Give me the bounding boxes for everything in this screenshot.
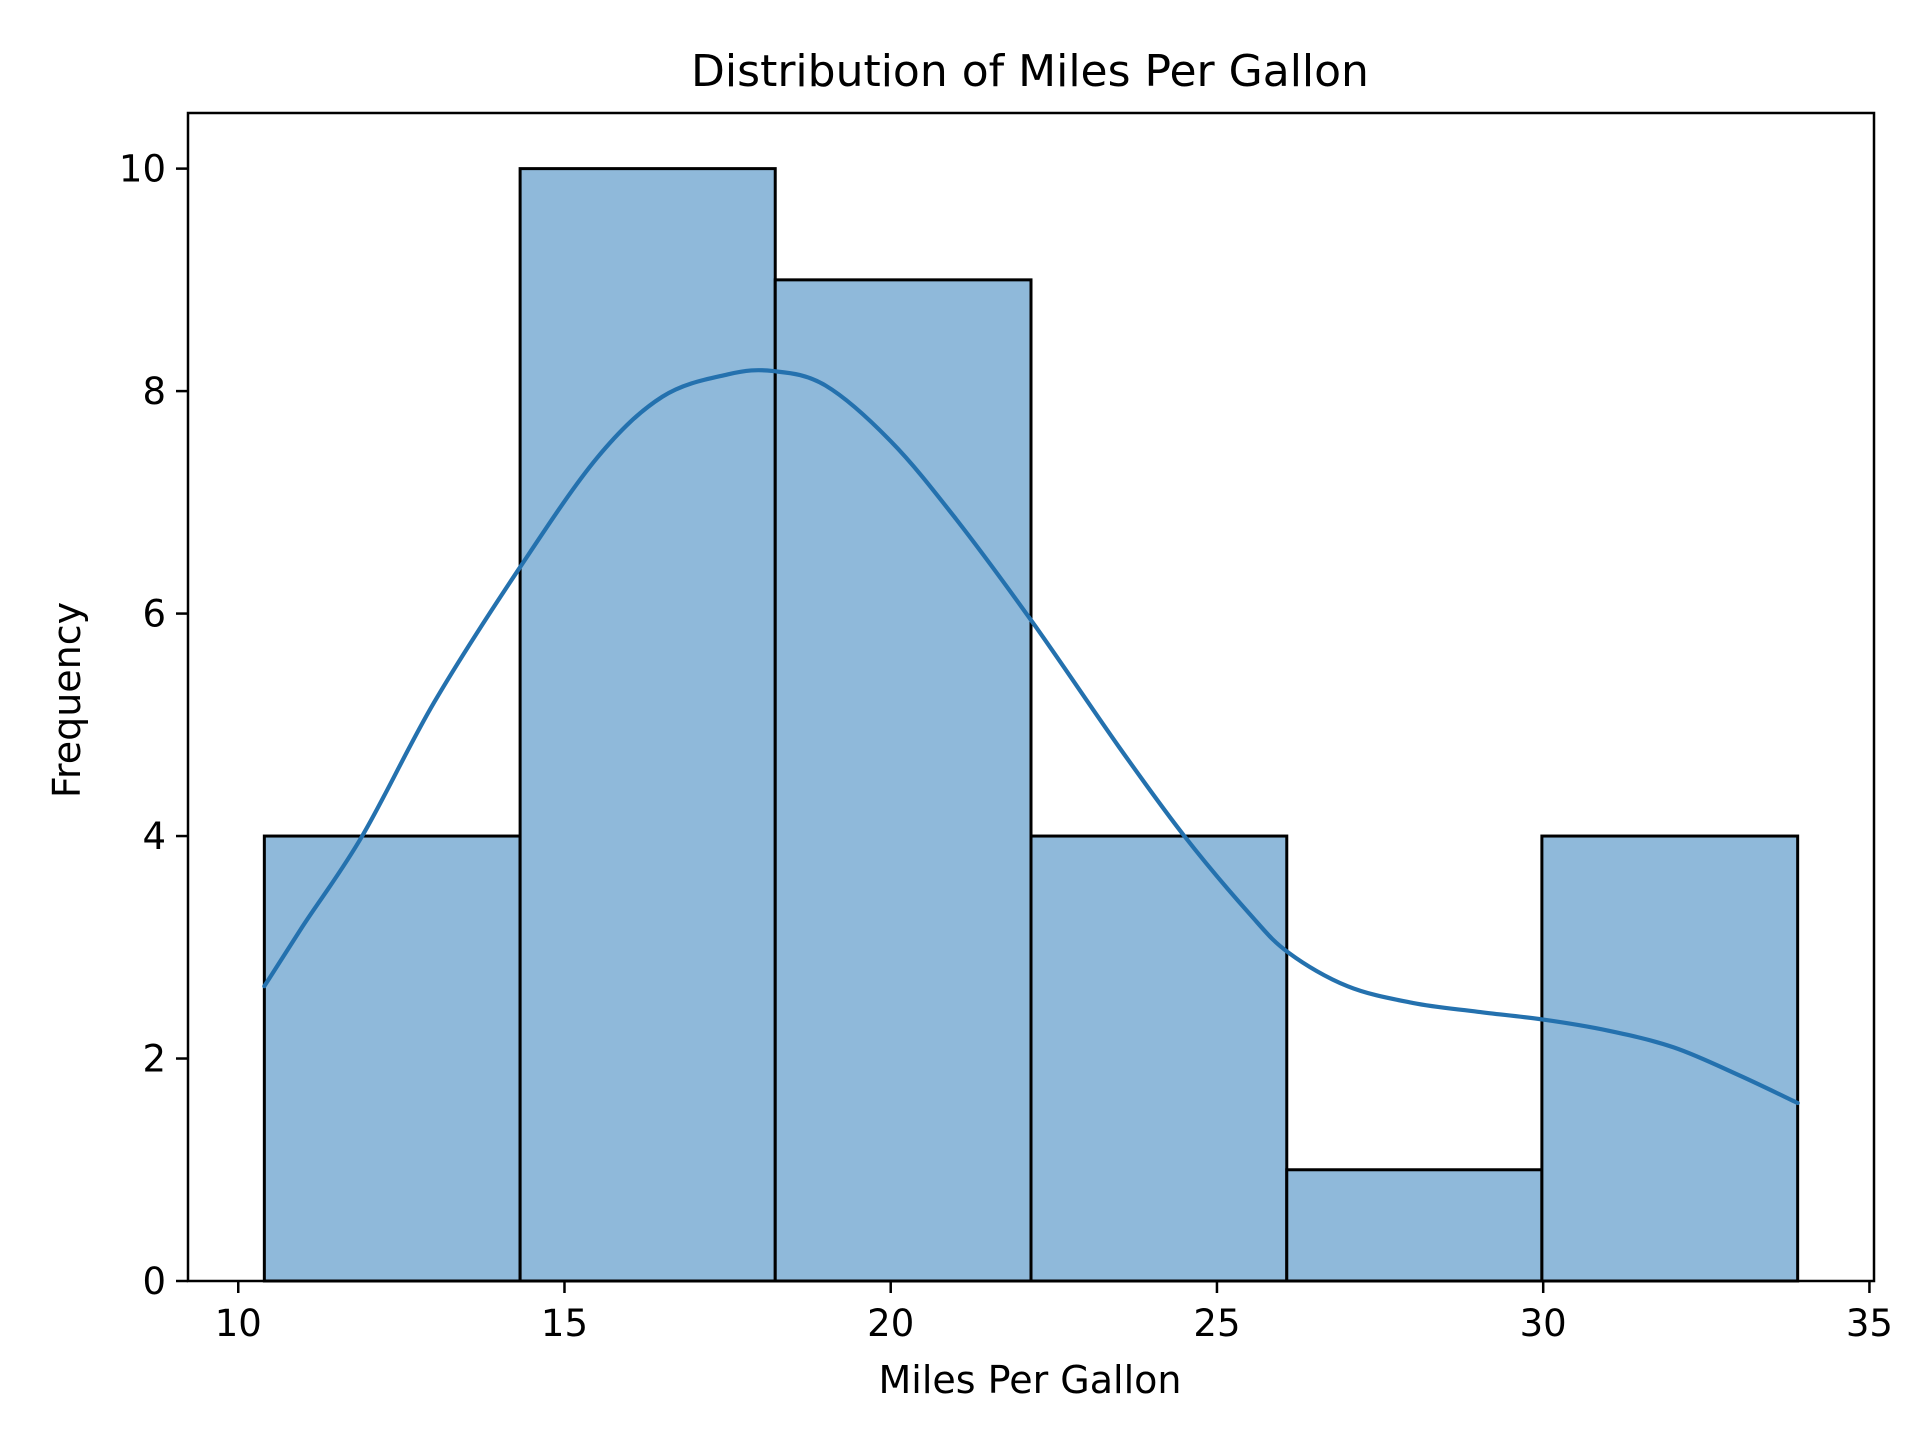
plot-frame [186,111,1876,1283]
chart-title: Distribution of Miles Per Gallon [691,46,1369,97]
y-axis-ticks: 0 2 4 6 8 10 [119,148,188,1303]
x-tick-label: 30 [1520,1302,1567,1345]
bars-layer [262,167,1800,1283]
x-tick-label: 20 [867,1302,914,1345]
x-tick-label: 25 [1193,1302,1240,1345]
y-tick-label: 2 [142,1038,166,1081]
x-tick-label: 10 [215,1302,262,1345]
y-tick-label: 0 [142,1260,166,1303]
kde-curve [262,368,1800,1106]
y-tick-label: 6 [142,593,166,636]
histogram-bar [518,167,777,1283]
x-axis-label: Miles Per Gallon [879,1358,1182,1402]
histogram-bar [1029,834,1289,1283]
x-tick-label: 15 [541,1302,588,1345]
x-tick-label: 35 [1846,1302,1893,1345]
histogram-bar [773,278,1033,1283]
y-axis-label: Frequency [45,602,89,798]
y-tick-label: 4 [142,815,166,858]
histogram-bar [262,834,522,1283]
y-tick-label: 8 [142,370,166,413]
x-axis-ticks: 10 15 20 25 30 35 [215,1281,1893,1345]
histogram-bar [1285,1168,1544,1283]
y-tick-label: 10 [119,148,166,191]
histogram-bar [1540,834,1800,1283]
